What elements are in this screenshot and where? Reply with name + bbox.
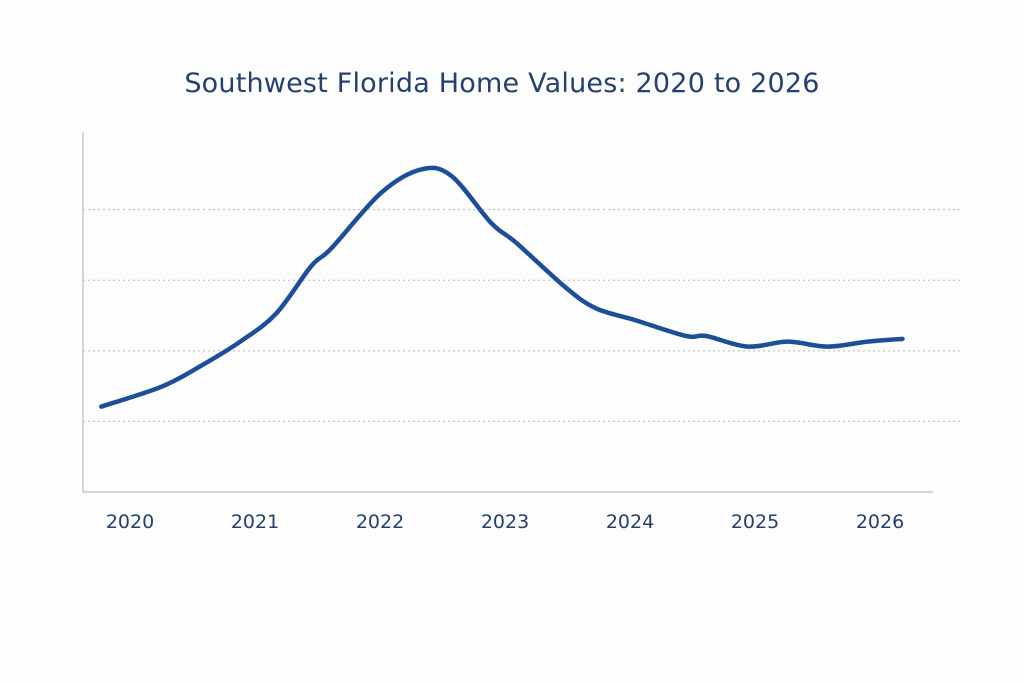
x-tick-label: 2024: [606, 511, 654, 533]
chart-title: Southwest Florida Home Values: 2020 to 2…: [184, 68, 820, 99]
x-tick-label: 2023: [481, 511, 529, 533]
gridlines: [83, 209, 963, 422]
series-line-home-values: [99, 165, 905, 409]
x-tick-labels: 2020 2021 2022 2023 2024 2025 2026: [106, 511, 904, 533]
x-tick-label: 2025: [731, 511, 779, 533]
x-tick-label: 2022: [356, 511, 404, 533]
x-tick-label: 2026: [856, 511, 904, 533]
x-tick-label: 2020: [106, 511, 154, 533]
x-tick-label: 2021: [231, 511, 279, 533]
